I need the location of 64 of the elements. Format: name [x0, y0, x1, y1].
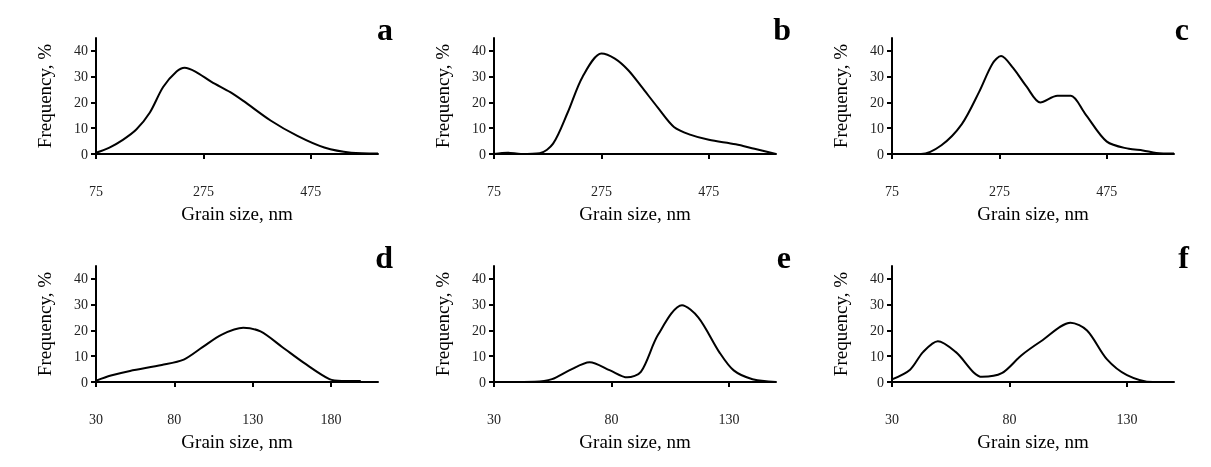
y-tick-label: 30	[472, 297, 486, 313]
y-axis-title: Frequency, %	[830, 271, 851, 377]
x-tick-label: 130	[1116, 411, 1138, 427]
x-axis-title: Grain size, nm	[977, 431, 1089, 452]
y-tick-label: 0	[479, 374, 486, 390]
x-tick-label: 275	[192, 183, 214, 199]
y-tick-label: 10	[870, 120, 884, 136]
y-tick-label: 10	[870, 348, 884, 364]
y-tick-label: 30	[74, 297, 88, 313]
y-tick-label: 20	[74, 322, 88, 338]
y-axis-title: Frequency, %	[830, 43, 851, 149]
chart-title: e	[776, 239, 791, 275]
x-tick-label: 275	[988, 183, 1010, 199]
y-tick-label: 20	[472, 94, 486, 110]
x-axis-title: Grain size, nm	[181, 431, 293, 452]
y-axis-title: Frequency, %	[34, 271, 55, 377]
y-tick-label: 40	[472, 43, 486, 59]
x-tick-label: 475	[300, 183, 322, 199]
x-tick-label: 75	[89, 183, 103, 199]
y-axis-title: Frequency, %	[432, 43, 453, 149]
x-tick-label: 475	[1096, 183, 1118, 199]
y-tick-label: 0	[81, 374, 88, 390]
y-tick-label: 10	[74, 120, 88, 136]
y-tick-label: 40	[74, 271, 88, 287]
chart-title: d	[375, 239, 394, 275]
y-tick-label: 40	[870, 271, 884, 287]
y-tick-label: 30	[472, 69, 486, 85]
y-tick-label: 0	[877, 374, 884, 390]
x-axis-title: Grain size, nm	[181, 203, 293, 224]
y-tick-label: 20	[870, 322, 884, 338]
y-tick-label: 10	[472, 120, 486, 136]
chart-title: a	[377, 11, 393, 47]
y-tick-label: 10	[74, 348, 88, 364]
x-tick-label: 80	[1002, 411, 1017, 427]
y-tick-label: 0	[479, 146, 486, 162]
x-tick-label: 130	[242, 411, 264, 427]
y-tick-label: 30	[74, 69, 88, 85]
y-tick-label: 20	[472, 322, 486, 338]
y-tick-label: 10	[472, 348, 486, 364]
y-tick-label: 20	[870, 94, 884, 110]
y-tick-label: 40	[472, 271, 486, 287]
y-tick-label: 40	[870, 43, 884, 59]
y-axis-title: Frequency, %	[432, 271, 453, 377]
y-tick-label: 30	[870, 69, 884, 85]
y-tick-label: 0	[81, 146, 88, 162]
x-tick-label: 475	[698, 183, 720, 199]
chart-title: b	[773, 11, 791, 47]
x-tick-label: 75	[487, 183, 501, 199]
y-tick-label: 40	[74, 43, 88, 59]
x-axis-title: Grain size, nm	[579, 203, 691, 224]
x-tick-label: 130	[718, 411, 740, 427]
x-tick-label: 80	[167, 411, 182, 427]
chart-title: c	[1174, 11, 1189, 47]
x-tick-label: 75	[885, 183, 899, 199]
y-axis-title: Frequency, %	[34, 43, 55, 149]
y-tick-label: 0	[877, 146, 884, 162]
x-tick-label: 80	[604, 411, 619, 427]
x-axis-title: Grain size, nm	[579, 431, 691, 452]
x-axis-title: Grain size, nm	[977, 203, 1089, 224]
x-tick-label: 275	[590, 183, 612, 199]
y-tick-label: 20	[74, 94, 88, 110]
x-tick-label: 180	[320, 411, 342, 427]
chart-title: f	[1178, 239, 1190, 275]
y-tick-label: 30	[870, 297, 884, 313]
